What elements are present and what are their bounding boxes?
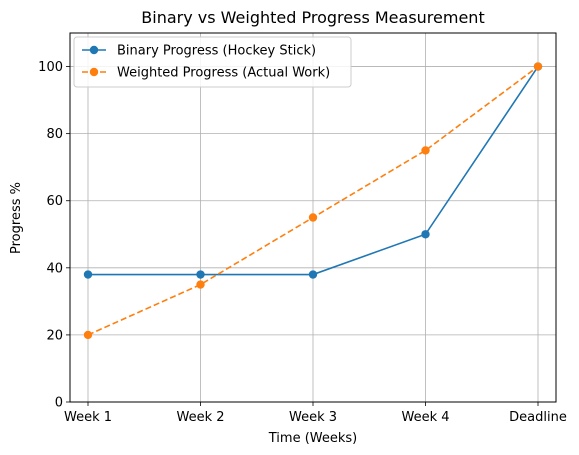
y-tick-label: 60 xyxy=(46,194,63,209)
legend-marker xyxy=(89,45,99,55)
y-axis: 0 20 40 60 80 100 xyxy=(38,60,70,411)
data-point xyxy=(308,213,318,222)
data-point xyxy=(83,270,93,279)
y-axis-label: Progress % xyxy=(9,182,24,254)
x-tick-label: Week 2 xyxy=(176,410,224,425)
legend-label: Binary Progress (Hockey Stick) xyxy=(117,44,316,59)
legend: Binary Progress (Hockey Stick) Weighted P… xyxy=(73,36,352,88)
legend-label: Weighted Progress (Actual Work) xyxy=(117,66,330,81)
y-tick-label: 80 xyxy=(46,127,63,142)
data-point xyxy=(421,230,430,239)
x-tick-label: Deadline xyxy=(509,410,567,425)
legend-box xyxy=(73,36,352,88)
data-point xyxy=(196,280,205,289)
y-tick-label: 20 xyxy=(46,328,63,343)
chart-title: Binary vs Weighted Progress Measurement xyxy=(141,8,484,27)
x-tick-label: Week 1 xyxy=(64,410,112,425)
y-tick-label: 40 xyxy=(46,261,63,276)
y-tick-label: 100 xyxy=(38,60,63,75)
series-1 xyxy=(83,62,543,279)
x-tick-label: Week 4 xyxy=(401,410,449,425)
series-2 xyxy=(83,62,543,340)
data-point xyxy=(421,146,430,155)
x-tick-label: Week 3 xyxy=(289,410,337,425)
x-axis: Week 1 Week 2 Week 3 Week 4 Deadline xyxy=(64,402,567,425)
data-point xyxy=(196,270,205,279)
x-axis-label: Time (Weeks) xyxy=(268,431,357,446)
series-layer xyxy=(83,62,543,340)
data-point xyxy=(83,330,93,340)
y-tick-label: 0 xyxy=(55,396,63,411)
data-point xyxy=(533,62,543,71)
legend-marker xyxy=(89,67,99,77)
data-point xyxy=(308,270,318,279)
